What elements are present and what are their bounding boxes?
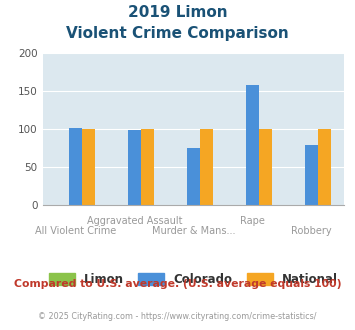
Bar: [200, 129, 213, 205]
Text: Rape: Rape: [240, 216, 265, 226]
Bar: [69, 128, 82, 205]
Bar: [246, 85, 259, 205]
Text: Violent Crime Comparison: Violent Crime Comparison: [66, 26, 289, 41]
Text: © 2025 CityRating.com - https://www.cityrating.com/crime-statistics/: © 2025 CityRating.com - https://www.city…: [38, 312, 317, 321]
Bar: [259, 129, 272, 205]
Bar: [128, 130, 141, 205]
Text: Murder & Mans...: Murder & Mans...: [152, 226, 235, 236]
Bar: [305, 146, 318, 205]
Text: All Violent Crime: All Violent Crime: [34, 226, 116, 236]
Text: 2019 Limon: 2019 Limon: [128, 5, 227, 20]
Legend: Limon, Colorado, National: Limon, Colorado, National: [44, 268, 343, 291]
Bar: [187, 148, 200, 205]
Text: Compared to U.S. average. (U.S. average equals 100): Compared to U.S. average. (U.S. average …: [14, 279, 341, 289]
Text: Robbery: Robbery: [291, 226, 332, 236]
Bar: [318, 129, 331, 205]
Bar: [82, 129, 95, 205]
Text: Aggravated Assault: Aggravated Assault: [87, 216, 182, 226]
Bar: [141, 129, 154, 205]
